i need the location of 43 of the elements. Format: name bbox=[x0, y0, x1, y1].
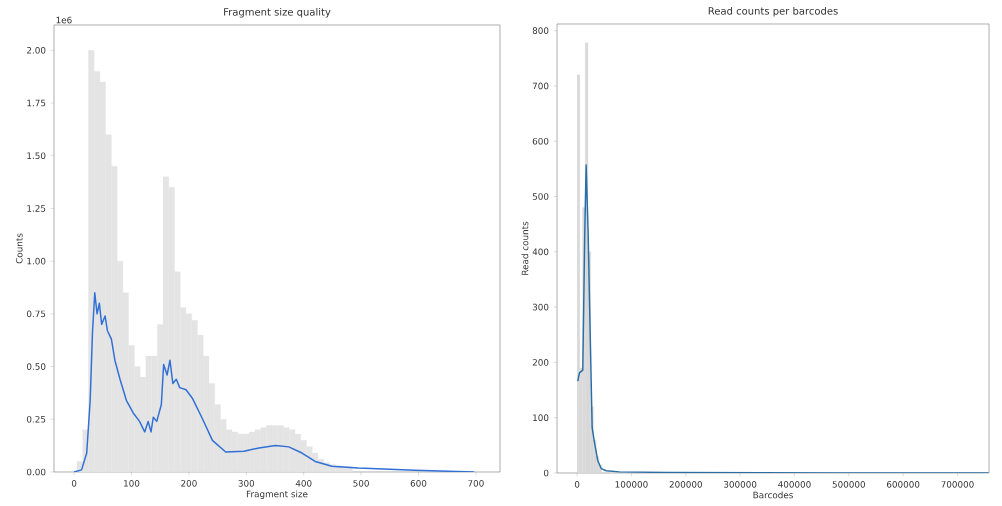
x-tick-label: 700000 bbox=[941, 481, 974, 488]
y-tick-label: 1.00 bbox=[27, 257, 46, 265]
y-tick-label: 400 bbox=[532, 248, 549, 256]
x-tick-label: 100 bbox=[124, 480, 140, 487]
y-tick-label: 0.50 bbox=[26, 363, 46, 370]
x-tick-label: 100000 bbox=[615, 481, 648, 488]
y-tick-label: 500 bbox=[532, 193, 549, 200]
line-series bbox=[73, 292, 475, 472]
text: 1e6 bbox=[56, 16, 72, 24]
y-tick-label: 1.25 bbox=[27, 205, 46, 212]
y-tick-label: 0.00 bbox=[26, 468, 46, 476]
y-axis-title: Counts bbox=[15, 233, 23, 264]
y-tick-label: 600 bbox=[532, 137, 549, 145]
y-tick-label: 700 bbox=[532, 82, 549, 90]
x-tick-label: 700 bbox=[468, 480, 484, 487]
x-tick-label: 600 bbox=[410, 480, 427, 487]
x-tick-label: 200 bbox=[181, 480, 197, 487]
y-tick-label: 1.50 bbox=[27, 152, 46, 160]
x-tick-label: 300 bbox=[238, 480, 255, 487]
x-tick-label: 400 bbox=[295, 480, 312, 487]
x-tick-label: 400000 bbox=[778, 481, 811, 488]
y-tick-label: 100 bbox=[533, 414, 549, 422]
chart-title: Read counts per barcodes bbox=[708, 6, 838, 17]
y-tick-label: 0 bbox=[543, 469, 549, 477]
chart-title: Fragment size quality bbox=[224, 7, 331, 18]
y-tick-label: 200 bbox=[532, 359, 549, 366]
x-tick-label: 0 bbox=[71, 480, 77, 487]
x-tick-label: 500 bbox=[353, 480, 369, 487]
x-tick-label: 500000 bbox=[832, 481, 866, 488]
x-tick-label: 300000 bbox=[724, 481, 757, 488]
y-tick-label: 800 bbox=[532, 27, 549, 34]
x-tick-label: 0 bbox=[574, 481, 580, 488]
x-axis-title: Barcodes bbox=[753, 491, 793, 499]
line-series bbox=[577, 164, 989, 473]
y-tick-label: 2.00 bbox=[27, 46, 46, 54]
y-tick-label: 1.75 bbox=[27, 99, 46, 107]
x-tick-label: 600000 bbox=[886, 481, 920, 488]
y-tick-label: 300 bbox=[532, 303, 549, 311]
y-tick-label: 0.75 bbox=[26, 310, 46, 318]
x-axis-title: Fragment size bbox=[246, 490, 308, 500]
x-tick-label: 200000 bbox=[669, 481, 702, 488]
y-tick-label: 0.25 bbox=[26, 415, 46, 423]
y-axis-title: Read counts bbox=[521, 221, 529, 275]
